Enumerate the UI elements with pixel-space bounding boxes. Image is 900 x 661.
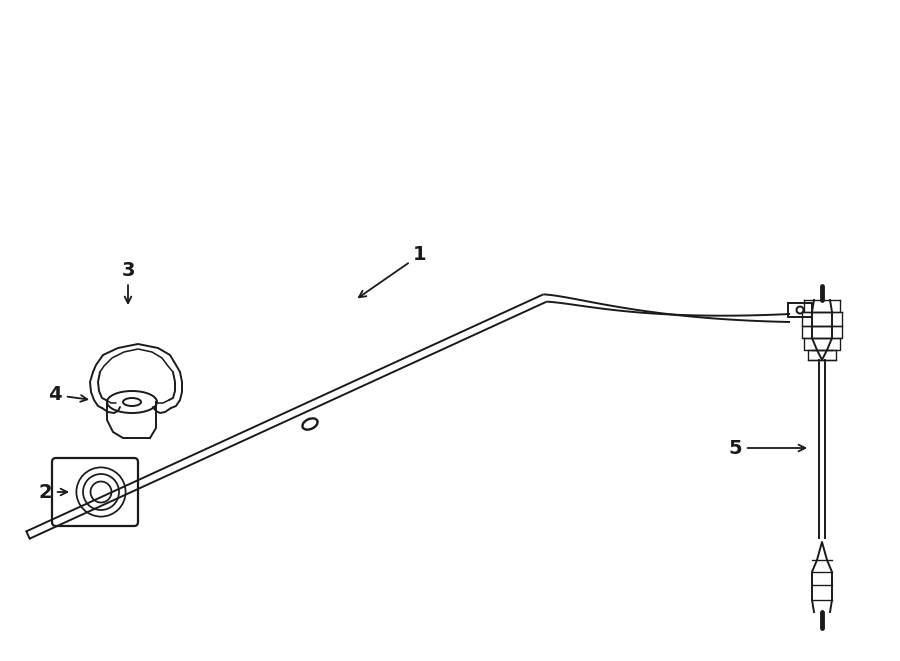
Text: 1: 1 xyxy=(359,245,427,297)
Text: 5: 5 xyxy=(728,438,806,457)
Text: 3: 3 xyxy=(122,260,135,303)
Text: 4: 4 xyxy=(49,385,87,405)
Text: 2: 2 xyxy=(39,483,68,502)
